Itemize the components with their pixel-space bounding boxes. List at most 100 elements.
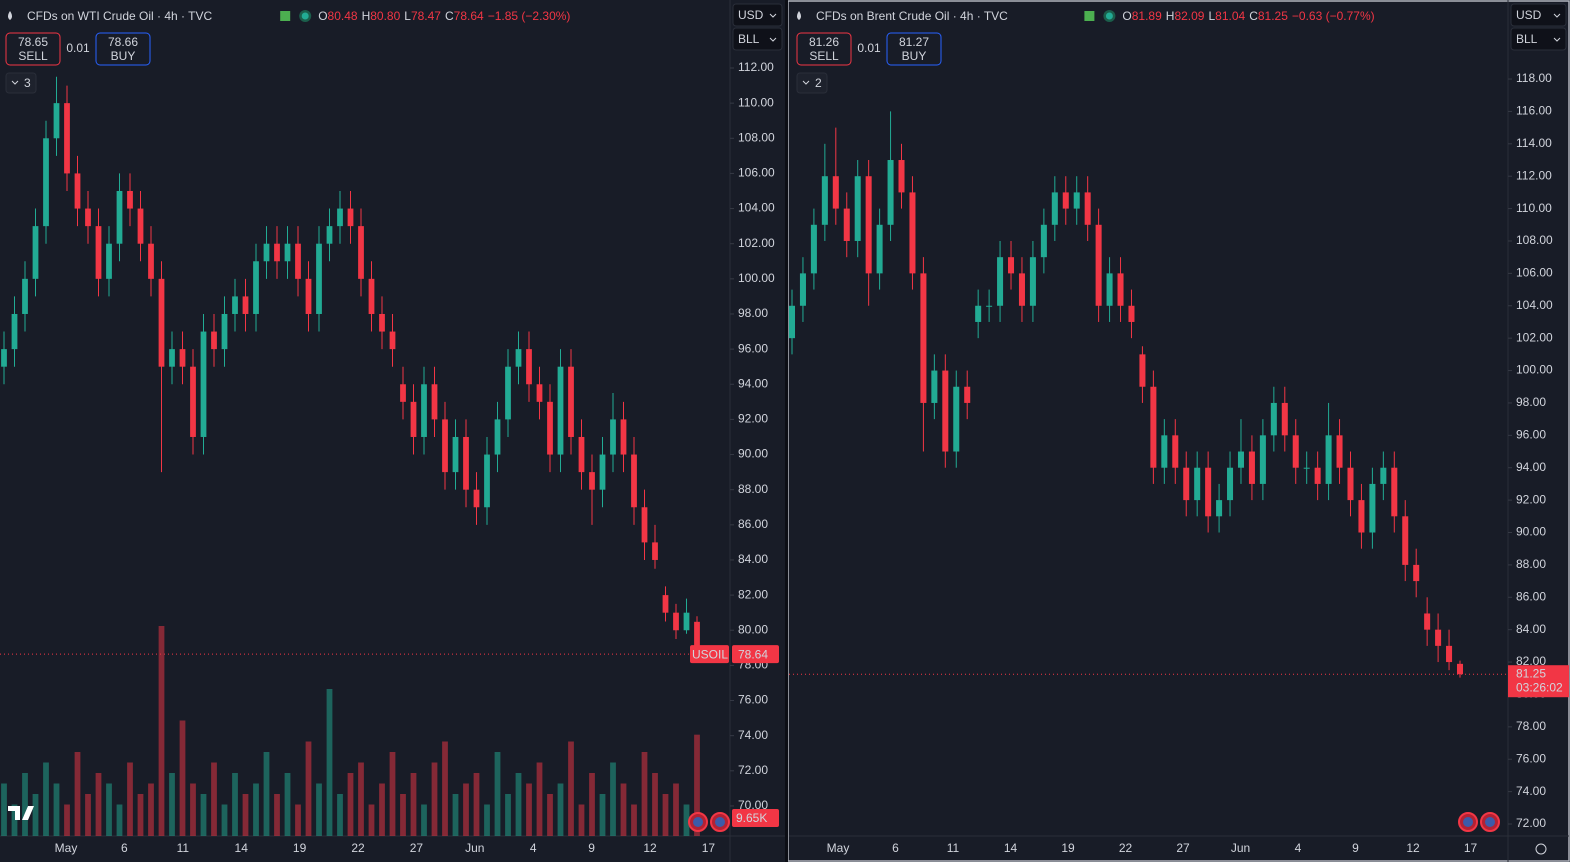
volume-bar <box>400 794 406 836</box>
candle-body <box>295 243 301 279</box>
candle-body <box>1325 435 1332 484</box>
candle-body <box>1008 257 1015 274</box>
volume-bar <box>431 762 438 836</box>
candle-body <box>1237 451 1244 468</box>
x-tick-label: 27 <box>1176 841 1190 855</box>
volume-bar <box>389 752 396 836</box>
buy-button[interactable] <box>95 32 151 66</box>
candle-body <box>1248 451 1255 484</box>
ohlc: O80.48 H80.80 L78.47 C78.64 −1.85 (−2.30%) <box>318 9 570 23</box>
candle-body <box>116 190 123 244</box>
pane-divider <box>785 0 788 862</box>
candle-body <box>821 176 828 225</box>
candle-body <box>1435 629 1442 646</box>
candle-body <box>887 160 894 225</box>
volume-bar <box>442 741 448 836</box>
y-tick-label: 108.00 <box>1516 233 1553 247</box>
candle-body <box>997 257 1004 306</box>
candle-body <box>106 243 112 279</box>
sell-price: 81.26 <box>809 35 839 49</box>
change: −1.85 (−2.30%) <box>488 9 571 23</box>
candle-body <box>865 176 872 274</box>
candle-body <box>953 386 960 452</box>
buy-button[interactable] <box>886 32 942 66</box>
ohlc-value: 78.64 <box>454 9 484 23</box>
ohlc-value: 80.48 <box>328 9 358 23</box>
ohlc: O81.89 H82.09 L81.04 C81.25 −0.63 (−0.77%) <box>1122 9 1374 23</box>
volume-bar <box>284 773 291 836</box>
y-tick-label: 72.00 <box>738 763 768 777</box>
chart-title: CFDs on Brent Crude Oil · 4h · TVC <box>816 9 1008 23</box>
candle-body <box>242 296 249 314</box>
unit-box[interactable] <box>1510 27 1567 51</box>
candle-body <box>694 621 700 655</box>
ohlc-value: 78.47 <box>411 9 441 23</box>
candle-body <box>898 160 905 193</box>
sell-button[interactable] <box>5 32 61 66</box>
candle-body <box>920 273 927 403</box>
x-tick-label: 17 <box>1464 841 1478 855</box>
price-tag <box>732 645 779 664</box>
y-tick-label: 114.00 <box>1516 136 1552 150</box>
candle-body <box>1259 435 1266 484</box>
y-tick-label: 82.00 <box>738 587 768 601</box>
currency-box[interactable] <box>1510 3 1567 27</box>
unit-box[interactable] <box>732 27 783 51</box>
chevron <box>1553 13 1561 18</box>
currency-box[interactable] <box>732 3 783 27</box>
x-tick-label: May <box>827 841 850 855</box>
candle-body <box>379 313 385 332</box>
candle-body <box>1040 224 1047 258</box>
y-tick-label: 82.00 <box>1516 654 1546 668</box>
ohlc-key: H <box>362 9 371 23</box>
volume-bar <box>620 783 627 836</box>
y-tick-label: 112.00 <box>738 60 774 74</box>
volume-bar <box>599 794 606 836</box>
change: −0.63 (−0.77%) <box>1292 9 1375 23</box>
volume-bar <box>337 794 343 836</box>
y-tick-label: 102.00 <box>1516 330 1553 344</box>
event-icon-inner <box>1485 817 1495 827</box>
buy-price: 81.27 <box>899 35 929 49</box>
candle-body <box>1183 467 1190 501</box>
indicator-toggle[interactable] <box>796 72 828 94</box>
y-tick-label: 90.00 <box>1516 525 1546 539</box>
settings-icon[interactable] <box>1535 843 1547 855</box>
sell-button[interactable] <box>796 32 852 66</box>
x-tick-label: 22 <box>1119 841 1133 855</box>
candle-body <box>1292 435 1299 468</box>
y-tick-label: 84.00 <box>1516 622 1546 636</box>
x-tick-label: 6 <box>892 841 899 855</box>
candle-body <box>1084 192 1091 225</box>
indicator-toggle[interactable] <box>5 72 37 94</box>
status-dot-core <box>301 12 309 20</box>
candle-body <box>127 190 133 209</box>
symbol-tag <box>690 645 729 664</box>
volume-bar <box>211 762 217 836</box>
candle-body <box>148 243 154 279</box>
right-pane[interactable] <box>787 0 1570 862</box>
candle-body <box>11 313 18 350</box>
y-tick-label: 106.00 <box>738 166 775 180</box>
spread: 0.01 <box>66 41 90 55</box>
volume-bar <box>347 773 354 836</box>
candle-body <box>1380 467 1387 484</box>
candle-body <box>568 366 574 437</box>
x-tick-label: Jun <box>465 841 484 855</box>
candle-body <box>876 224 883 274</box>
buy-label: BUY <box>902 49 927 63</box>
volume-bar <box>95 773 102 836</box>
volume-bar <box>11 804 18 836</box>
volume-bar <box>547 794 553 836</box>
volume-bar <box>379 783 385 836</box>
volume-bar <box>190 783 196 836</box>
candle-body <box>599 454 606 490</box>
candle-body <box>1413 564 1420 582</box>
candle-body <box>274 243 280 262</box>
ohlc-key: O <box>318 9 327 23</box>
candle-body <box>1446 645 1453 663</box>
y-tick-label: 100.00 <box>738 271 775 285</box>
candle-body <box>1194 467 1201 501</box>
chevron <box>11 80 19 85</box>
y-tick-label: 74.00 <box>738 728 768 742</box>
